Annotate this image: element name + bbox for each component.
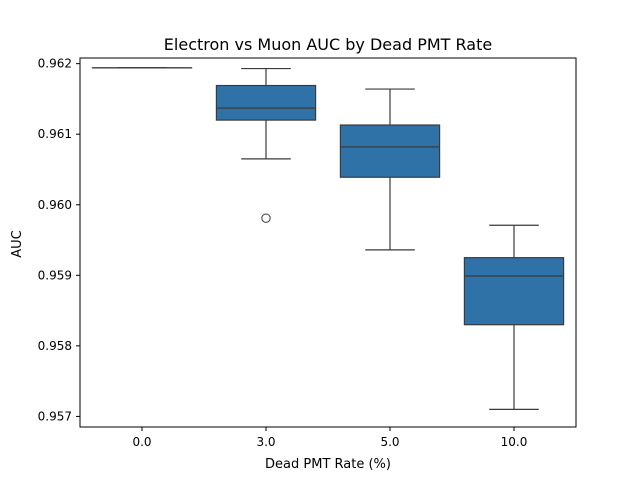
y-tick-label: 0.962 xyxy=(38,57,72,71)
chart-title: Electron vs Muon AUC by Dead PMT Rate xyxy=(164,35,492,54)
box-3.0 xyxy=(215,84,317,121)
plot-frame xyxy=(79,57,577,428)
x-tick-label: 3.0 xyxy=(256,435,275,449)
y-axis-label: AUC xyxy=(10,230,25,258)
y-tick-label: 0.959 xyxy=(38,268,72,282)
x-axis-label: Dead PMT Rate (%) xyxy=(265,457,391,472)
box-10.0 xyxy=(463,257,565,326)
plot-area: 0.957 0.958 0.959 0.960 0.961 0.962 0.0 3.0 5.0 1… xyxy=(38,57,577,449)
box-5.0 xyxy=(339,124,441,178)
y-tick-label: 0.958 xyxy=(38,339,72,353)
y-tick-label: 0.957 xyxy=(38,409,72,423)
y-tick-label: 0.961 xyxy=(38,127,72,141)
x-tick-label: 0.0 xyxy=(132,435,151,449)
outlier-point xyxy=(261,213,271,223)
y-tick-label: 0.960 xyxy=(38,198,72,212)
x-tick-label: 10.0 xyxy=(501,435,528,449)
x-tick-label: 5.0 xyxy=(380,435,399,449)
